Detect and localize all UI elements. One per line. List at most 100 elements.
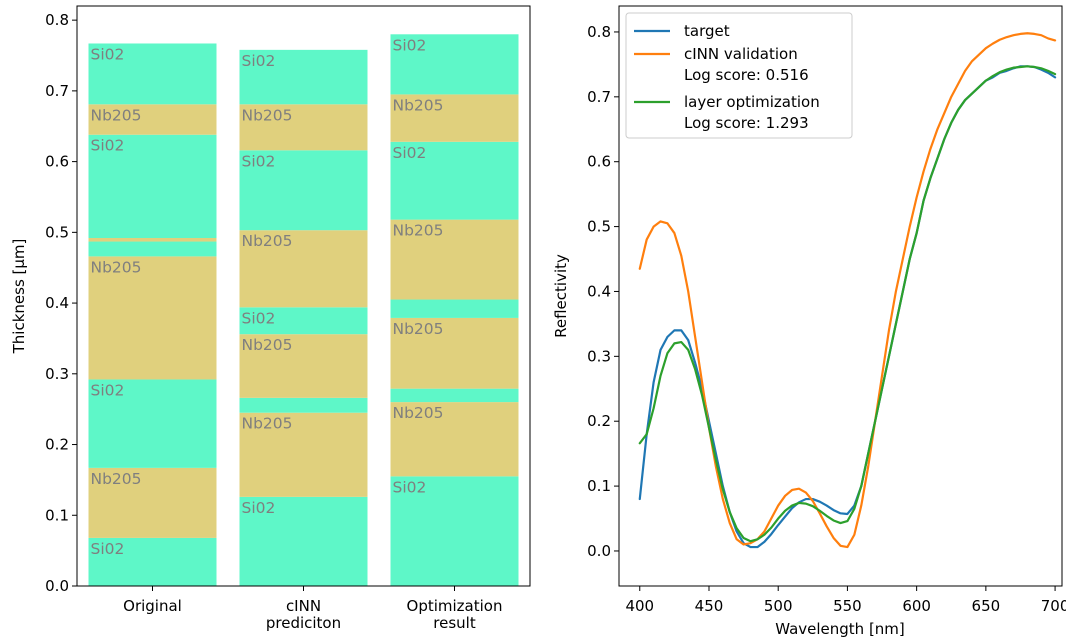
y-tick-label: 0.7 — [587, 88, 611, 106]
bar-layer-si02 — [239, 397, 368, 413]
layer-label: Nb205 — [242, 415, 293, 433]
bar-layer-nb205 — [390, 317, 519, 389]
legend-entries: target cINN validation Log score: 0.516 lay… — [634, 22, 820, 132]
y-tick-label: 0.5 — [587, 218, 611, 236]
bar-layer-si02 — [390, 141, 519, 220]
bar-layer-si02 — [88, 537, 217, 586]
right-y-axis-label: Reflectivity — [552, 254, 570, 338]
y-tick-label: 0.6 — [587, 153, 611, 171]
bar-layer-si02 — [390, 388, 519, 403]
bar-layer-nb205 — [239, 334, 368, 398]
layer-label: Si02 — [393, 36, 427, 54]
x-tick-label: prediciton — [266, 614, 341, 632]
legend-label: Log score: 1.293 — [684, 114, 809, 132]
bar-layer-nb205 — [88, 467, 217, 538]
left-y-axis-label: Thickness [μm] — [10, 239, 28, 355]
layer-label: Si02 — [91, 137, 125, 155]
bar-layer-si02 — [239, 307, 368, 335]
bar-layer-si02 — [239, 496, 368, 586]
y-tick-label: 0.0 — [587, 542, 611, 560]
bar-stacks — [88, 34, 519, 586]
x-tick-label: 700 — [1041, 597, 1066, 615]
right-y-ticks: 0.0 0.1 0.2 0.3 0.4 0.5 0.6 0.7 0.8 — [587, 23, 619, 560]
bar-layer-nb205 — [239, 230, 368, 308]
y-tick-label: 0.1 — [587, 477, 611, 495]
layer-label: Si02 — [91, 381, 125, 399]
layer-label: Nb205 — [393, 404, 444, 422]
layer-label: Nb205 — [242, 106, 293, 124]
bar-layer-nb205 — [390, 219, 519, 300]
layer-label: Si02 — [91, 540, 125, 558]
layer-labels: Si02 Nb205 Si02 Nb205 Si02 Nb205 Si02 Si02 Nb205… — [91, 36, 444, 558]
x-tick-label: 550 — [833, 597, 862, 615]
layer-label: Si02 — [393, 478, 427, 496]
y-tick-label: 0.0 — [45, 577, 69, 595]
x-tick-label: Original — [123, 597, 182, 615]
right-x-ticks: 400 450 500 550 600 650 700 — [625, 586, 1066, 615]
x-tick-label: Optimization — [407, 597, 503, 615]
layer-label: Nb205 — [91, 106, 142, 124]
layer-label: Si02 — [242, 152, 276, 170]
bar-layer-si02 — [88, 134, 217, 238]
bar-layer-si02 — [239, 150, 368, 231]
legend: target cINN validation Log score: 0.516 lay… — [625, 12, 853, 139]
reflectivity-line-chart: 0.0 0.1 0.2 0.3 0.4 0.5 0.6 0.7 0.8 400 450 500 550… — [552, 5, 1066, 638]
bar-layer-nb205 — [239, 412, 368, 497]
x-tick-label: result — [433, 614, 476, 632]
layer-label: Si02 — [242, 499, 276, 517]
legend-label: target — [684, 22, 730, 40]
bar-layer-si02 — [239, 49, 368, 105]
bar-layer-si02 — [390, 299, 519, 318]
x-tick-label: cINN — [286, 597, 321, 615]
y-tick-label: 0.1 — [45, 506, 69, 524]
x-tick-label: 400 — [625, 597, 654, 615]
x-tick-label: 450 — [695, 597, 724, 615]
bar-layer-nb205 — [390, 94, 519, 142]
bar-layer-si02 — [390, 476, 519, 586]
y-tick-label: 0.8 — [587, 23, 611, 41]
y-tick-label: 0.4 — [587, 282, 611, 300]
bar-layer-nb205 — [88, 256, 217, 380]
layer-label: Nb205 — [91, 258, 142, 276]
x-tick-label: 650 — [972, 597, 1001, 615]
y-tick-label: 0.6 — [45, 153, 69, 171]
legend-label: Log score: 0.516 — [684, 66, 809, 84]
bar-layer-nb205 — [88, 238, 217, 242]
thickness-stacked-bar-chart: Si02 Nb205 Si02 Nb205 Si02 Nb205 Si02 Si02 Nb205… — [10, 5, 531, 632]
legend-label: cINN validation — [684, 45, 798, 63]
legend-frame — [625, 12, 853, 139]
bar-layer-si02 — [390, 34, 519, 95]
layer-label: Si02 — [393, 144, 427, 162]
layer-label: Nb205 — [393, 320, 444, 338]
bar-layer-si02 — [88, 43, 217, 105]
layer-label: Si02 — [91, 45, 125, 63]
left-y-ticks: 0.0 0.1 0.2 0.3 0.4 0.5 0.6 0.7 0.8 — [45, 11, 77, 595]
x-tick-label: 600 — [902, 597, 931, 615]
y-tick-label: 0.4 — [45, 294, 69, 312]
legend-label: layer optimization — [684, 93, 820, 111]
y-tick-label: 0.2 — [45, 436, 69, 454]
layer-label: Nb205 — [91, 470, 142, 488]
y-tick-label: 0.7 — [45, 82, 69, 100]
layer-label: Nb205 — [242, 232, 293, 250]
y-tick-label: 0.3 — [45, 365, 69, 383]
series-line-2 — [638, 65, 1057, 543]
bar-layer-si02 — [88, 241, 217, 257]
reflectivity-series — [638, 32, 1057, 549]
right-axes-frame — [618, 5, 1063, 587]
x-tick-label: 500 — [764, 597, 793, 615]
layer-label: Si02 — [242, 52, 276, 70]
bar-layer-si02 — [88, 379, 217, 468]
right-x-axis-label: Wavelength [nm] — [775, 620, 905, 638]
y-tick-label: 0.8 — [45, 11, 69, 29]
layer-label: Nb205 — [242, 336, 293, 354]
y-tick-label: 0.3 — [587, 347, 611, 365]
y-tick-label: 0.5 — [45, 223, 69, 241]
layer-label: Nb205 — [393, 96, 444, 114]
bar-layer-nb205 — [88, 104, 217, 135]
layer-label: Si02 — [242, 309, 276, 327]
y-tick-label: 0.2 — [587, 412, 611, 430]
bar-layer-nb205 — [239, 104, 368, 151]
